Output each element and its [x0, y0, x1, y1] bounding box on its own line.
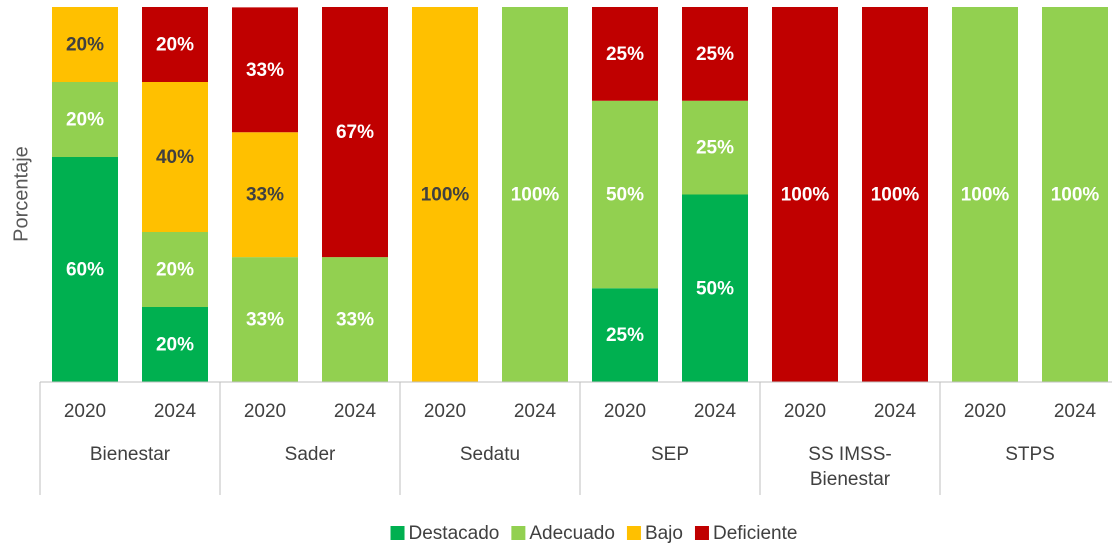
data-label: 50%: [606, 185, 644, 206]
bar-segment: [592, 100, 658, 289]
x-tick-label: 2024: [874, 401, 917, 422]
x-tick-label: 2024: [514, 401, 557, 422]
data-label: 100%: [781, 185, 830, 206]
data-label: 40%: [156, 147, 194, 168]
bar-segment: [412, 7, 478, 382]
data-label: 33%: [246, 310, 284, 331]
bar-segment: [682, 100, 748, 195]
x-tick-label: 2024: [1054, 401, 1097, 422]
bar-segment: [322, 257, 388, 382]
data-label: 20%: [66, 35, 104, 56]
data-label: 100%: [511, 185, 560, 206]
x-tick-label: 2020: [604, 401, 646, 422]
bar-segment: [232, 7, 298, 133]
group-label: Sader: [285, 444, 336, 465]
legend-label: Deficiente: [713, 523, 798, 544]
bar-segment: [52, 82, 118, 157]
x-tick-label: 2020: [64, 401, 106, 422]
data-label: 100%: [961, 185, 1010, 206]
bar-segment: [142, 7, 208, 82]
legend-label: Destacado: [409, 523, 500, 544]
bar-segment: [592, 7, 658, 101]
data-label: 25%: [606, 44, 644, 65]
legend-label: Bajo: [645, 523, 683, 544]
legend-swatch: [626, 526, 641, 540]
bar-segment: [142, 82, 208, 232]
data-label: 20%: [156, 335, 194, 356]
x-tick-label: 2020: [424, 401, 466, 422]
data-label: 33%: [336, 310, 374, 331]
bar-segment: [502, 7, 568, 382]
x-tick-label: 2024: [694, 401, 737, 422]
x-tick-label: 2024: [334, 401, 377, 422]
data-label: 20%: [156, 35, 194, 56]
data-label: 60%: [66, 260, 104, 281]
data-label: 100%: [421, 185, 470, 206]
bar-segment: [232, 132, 298, 258]
bar-segment: [772, 7, 838, 382]
x-tick-label: 2020: [964, 401, 1006, 422]
bar-segment: [952, 7, 1018, 382]
bar-segment: [862, 7, 928, 382]
data-label: 33%: [246, 185, 284, 206]
data-label: 20%: [66, 110, 104, 131]
legend-swatch: [511, 526, 526, 540]
bar-segment: [322, 7, 388, 258]
legend-swatch: [390, 526, 405, 540]
group-label: SEP: [651, 444, 689, 465]
bar-segment: [592, 288, 658, 382]
data-label: 25%: [696, 138, 734, 159]
x-tick-label: 2020: [784, 401, 826, 422]
bar-segment: [52, 157, 118, 382]
bar-segment: [142, 232, 208, 307]
bar-segment: [232, 257, 298, 382]
data-label: 25%: [606, 325, 644, 346]
data-label: 100%: [871, 185, 920, 206]
group-label: SS IMSS-Bienestar: [808, 444, 891, 490]
legend-swatch: [694, 526, 709, 540]
data-label: 100%: [1051, 185, 1100, 206]
group-label: Bienestar: [90, 444, 171, 465]
bar-segment: [142, 307, 208, 382]
x-tick-label: 2020: [244, 401, 286, 422]
data-label: 50%: [696, 278, 734, 299]
data-label: 20%: [156, 260, 194, 281]
bar-segment: [682, 194, 748, 382]
bar-segment: [682, 7, 748, 101]
y-axis-label: Porcentaje: [10, 146, 32, 242]
group-label: Sedatu: [460, 444, 520, 465]
bar-segment: [52, 7, 118, 82]
data-label: 67%: [336, 122, 374, 143]
x-tick-label: 2024: [154, 401, 197, 422]
legend-label: Adecuado: [529, 523, 615, 544]
data-label: 33%: [246, 60, 284, 81]
bar-segment: [1042, 7, 1108, 382]
group-label: STPS: [1005, 444, 1055, 465]
data-label: 25%: [696, 44, 734, 65]
